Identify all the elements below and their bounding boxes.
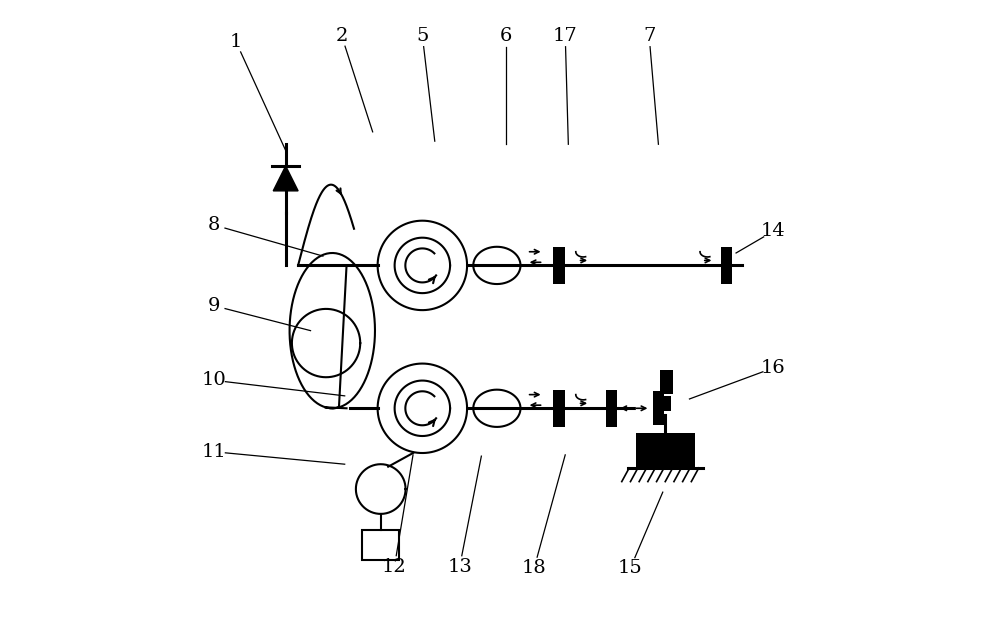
Text: 16: 16	[761, 359, 786, 377]
Text: 12: 12	[382, 558, 407, 576]
Bar	[721, 246, 732, 284]
Bar	[660, 396, 671, 411]
Text: 1: 1	[230, 33, 242, 51]
Polygon shape	[273, 166, 298, 191]
Text: 18: 18	[522, 559, 547, 577]
Text: 13: 13	[447, 558, 472, 576]
Text: 2: 2	[335, 27, 348, 44]
Text: 7: 7	[643, 27, 655, 44]
Text: 6: 6	[500, 27, 512, 44]
Text: 10: 10	[202, 371, 227, 389]
Bar	[553, 389, 565, 427]
Bar	[636, 434, 695, 467]
Text: 8: 8	[208, 216, 220, 234]
Bar	[362, 530, 399, 560]
Text: 11: 11	[202, 443, 227, 461]
Text: 9: 9	[208, 297, 220, 314]
Text: 5: 5	[416, 27, 429, 44]
Text: 15: 15	[618, 559, 643, 577]
Text: 17: 17	[553, 27, 578, 44]
Bar	[660, 371, 673, 394]
Bar	[606, 389, 617, 427]
Bar	[553, 246, 565, 284]
Bar	[653, 391, 664, 426]
Text: 14: 14	[761, 222, 786, 240]
